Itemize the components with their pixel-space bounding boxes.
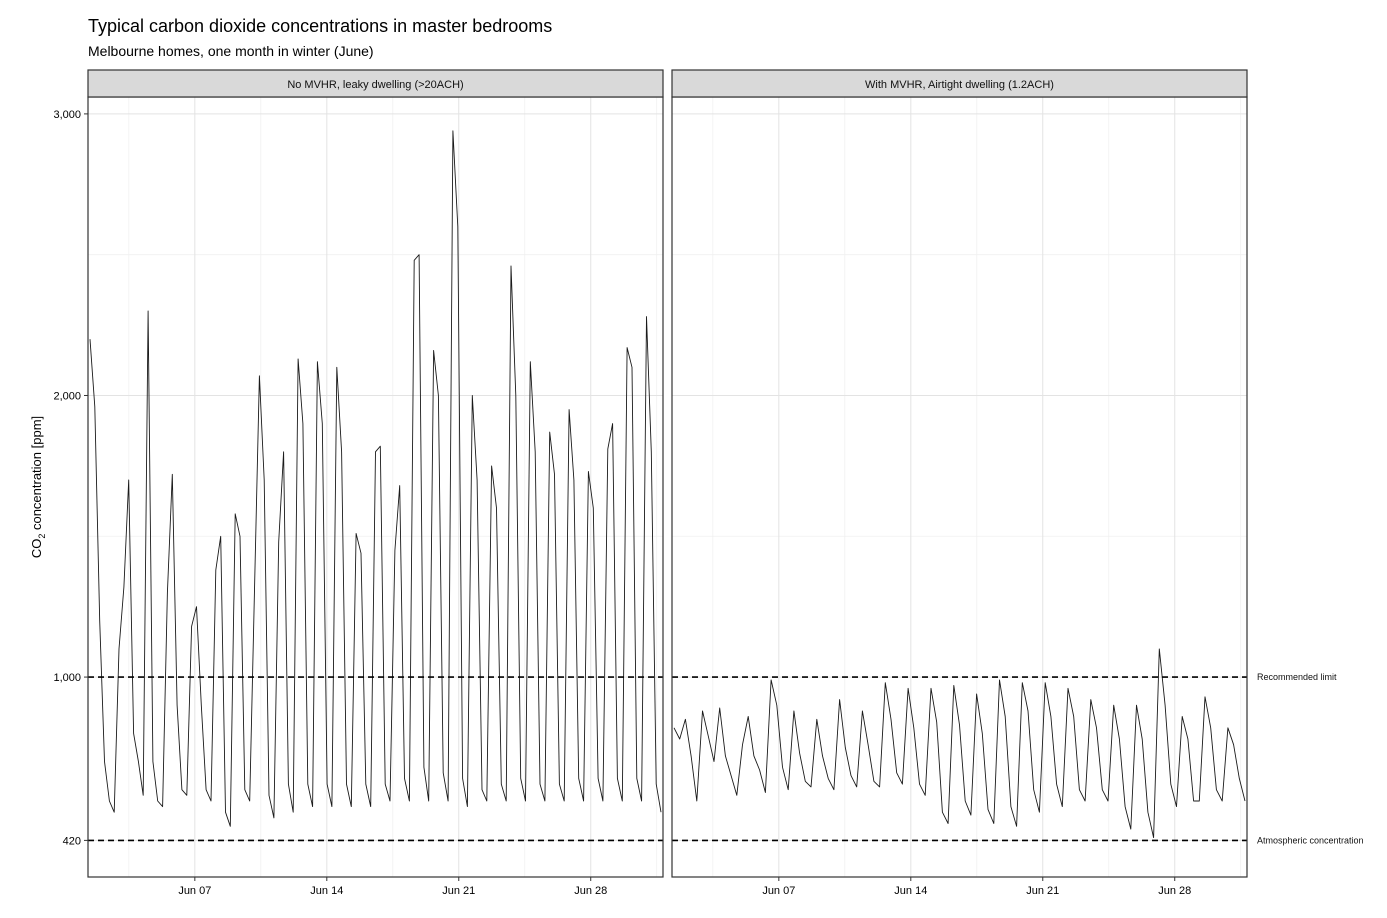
y-tick-label: 3,000 <box>53 109 81 121</box>
x-tick-label: Jun 14 <box>310 885 343 897</box>
y-tick-label: 420 <box>63 835 81 847</box>
chart-title: Typical carbon dioxide concentrations in… <box>88 16 553 36</box>
x-tick-label: Jun 07 <box>178 885 211 897</box>
facet-strip-label: No MVHR, leaky dwelling (>20ACH) <box>287 79 463 91</box>
facet-strip <box>671 69 1248 98</box>
co2-series-line-panel-1 <box>89 130 662 827</box>
panel-border <box>87 96 664 878</box>
axis-layer: Jun 07 Jun 14 Jun 21 Jun 28 Jun 07 Jun 14 Jun … <box>29 109 1364 897</box>
x-tick-label: Jun 28 <box>574 885 607 897</box>
chart-subtitle: Melbourne homes, one month in winter (Ju… <box>88 43 374 59</box>
facet-strip <box>87 69 664 98</box>
x-tick-label: Jun 21 <box>442 885 475 897</box>
x-tick-label: Jun 28 <box>1158 885 1191 897</box>
grid-layer <box>88 97 1247 877</box>
series-layer <box>89 130 1246 839</box>
panel-border <box>671 96 1248 878</box>
x-tick-label: Jun 14 <box>894 885 927 897</box>
reference-label-atmospheric: Atmospheric concentration <box>1257 835 1364 845</box>
reference-lines-layer <box>88 676 1247 842</box>
y-axis-title: CO2 concentration [ppm] <box>29 416 47 558</box>
x-tick-label: Jun 21 <box>1026 885 1059 897</box>
co2-series-line-panel-2 <box>673 648 1246 839</box>
reference-label-recommended-limit: Recommended limit <box>1257 672 1337 682</box>
x-tick-label: Jun 07 <box>762 885 795 897</box>
facet-strip-label: With MVHR, Airtight dwelling (1.2ACH) <box>865 79 1054 91</box>
panel-frames-layer: No MVHR, leaky dwelling (>20ACH) With MVH… <box>87 69 1248 878</box>
y-tick-label: 2,000 <box>53 390 81 402</box>
y-tick-label: 1,000 <box>53 672 81 684</box>
